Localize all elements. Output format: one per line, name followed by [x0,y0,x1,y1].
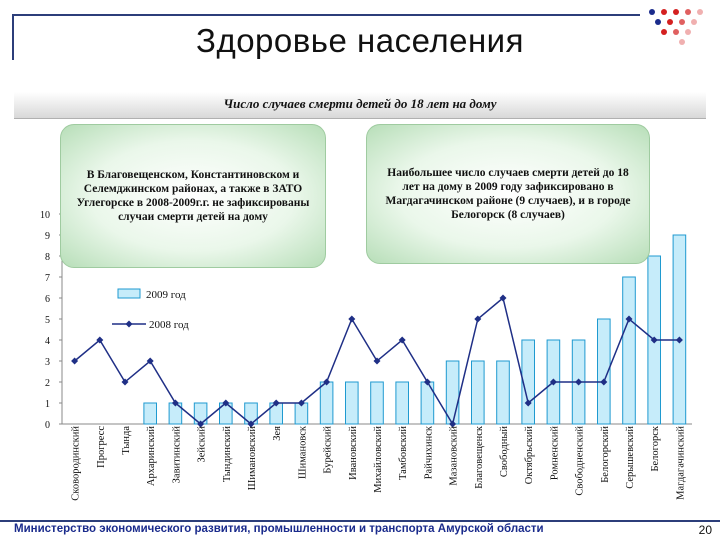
y-tick-label: 5 [45,315,50,326]
x-tick-label: Прогресс [96,426,107,468]
chart-title: Число случаев смерти детей до 18 лет на … [223,96,497,111]
x-tick-label: Белогорск [650,425,661,471]
point-2008 [171,399,179,407]
title-frame-top [12,14,640,16]
x-tick-label: Благовещенск [474,425,485,489]
point-2008 [524,399,532,407]
point-2008 [297,399,305,407]
title-frame-left [12,14,14,60]
x-tick-label: Мазановский [449,426,460,486]
x-tick-label: Белогорский [600,426,611,483]
callout-left-text: В Благовещенском, Константиновском и Сел… [76,169,310,223]
point-2008 [499,294,507,302]
x-tick-label: Свободный [499,426,510,477]
bar-2009 [597,318,611,425]
bar-2009 [319,381,334,425]
y-tick-label: 2 [45,378,50,389]
x-tick-label: Зейский [197,426,208,463]
y-tick-label: 10 [40,210,50,221]
bar-2009 [345,381,359,425]
x-tick-label: Тамбовский [398,426,409,480]
x-tick-label: Серышевский [625,426,636,489]
x-tick-label: Шимановск [297,425,308,479]
y-tick-label: 3 [45,357,50,368]
footer-text: Министерство экономического развития, пр… [14,523,544,535]
x-tick-label: Михайловский [373,426,384,493]
point-2008 [625,315,633,323]
bar-2009 [370,381,384,425]
x-tick-label: Зея [272,426,283,441]
x-tick-label: Шимановский [247,426,258,491]
bar-2009 [496,360,510,425]
point-2008 [575,378,583,386]
y-tick-label: 8 [45,252,50,263]
x-tick-label: Тында [121,426,132,455]
point-2008 [323,378,331,386]
x-tick-label: Ивановский [348,426,359,480]
x-tick-label: Архаринский [146,426,157,486]
x-tick-label: Бурейский [323,426,334,474]
callout-left: В Благовещенском, Константиновском и Сел… [60,124,326,268]
x-axis-labels: Сковородинский Прогресс Тында Архаринский За… [71,425,687,501]
footer-line [0,520,720,522]
point-2008 [373,357,381,365]
y-tick-label: 9 [45,231,50,242]
bar-2009 [622,276,636,425]
point-2008 [96,336,104,344]
point-2008 [197,420,205,428]
bar-2009 [395,381,409,425]
bar-2009 [672,234,687,425]
legend-bar-swatch [117,288,141,299]
point-2008 [222,399,230,407]
x-tick-label: Магдагачинский [675,426,686,500]
x-tick-label: Сковородинский [71,426,82,501]
x-tick-label: Ромненский [549,426,560,481]
line-2008 [71,294,683,428]
point-2008 [247,420,255,428]
point-2008 [449,420,457,428]
legend: 2009 год 2008 год [112,288,189,331]
x-tick-label: Свободненский [575,426,586,496]
y-tick-label: 0 [45,420,50,431]
y-tick-label: 7 [45,273,50,284]
callout-right-text: Наибольшее число случаев смерти детей до… [385,167,631,221]
point-2008 [71,357,79,365]
point-2008 [146,357,154,365]
bars-2009 [143,234,687,425]
legend-label-2008: 2008 год [149,319,189,331]
slide-title: Здоровье населения [196,22,524,59]
page-number: 20 [698,523,712,537]
point-2008 [549,378,557,386]
point-2008 [474,315,482,323]
point-2008 [600,378,608,386]
x-tick-label: Завитинский [171,426,182,484]
y-tick-label: 6 [45,294,50,305]
bar-2009 [471,360,485,425]
point-2008 [348,315,356,323]
legend-marker [125,320,133,328]
point-2008 [272,399,280,407]
point-2008 [650,336,658,344]
point-2008 [398,336,406,344]
legend-label-2009: 2009 год [146,289,186,301]
point-2008 [423,378,431,386]
x-tick-label: Тындинский [222,426,233,483]
callout-right: Наибольшее число случаев смерти детей до… [366,124,650,264]
bar-2009 [445,360,460,425]
point-2008 [121,378,129,386]
bar-2009 [143,402,157,425]
x-tick-label: Райчихинск [423,425,434,479]
logo-dots-icon [649,9,703,45]
x-tick-label: Октябрьский [524,426,535,485]
y-tick-label: 4 [45,336,50,347]
chart-title-bar: Число случаев смерти детей до 18 лет на … [14,92,706,119]
y-tick-label: 1 [45,399,50,410]
point-2008 [675,336,683,344]
